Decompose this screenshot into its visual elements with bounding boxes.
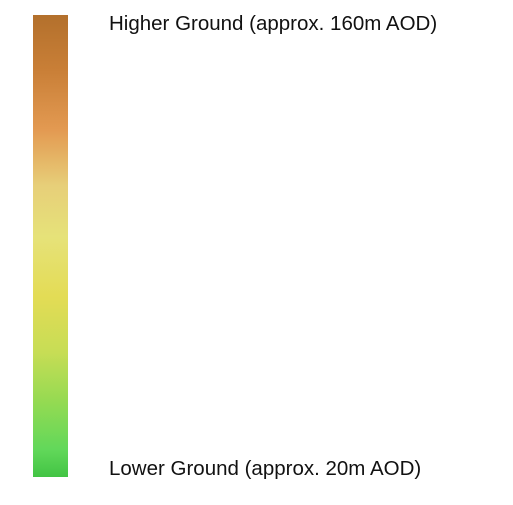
elevation-color-ramp	[33, 15, 68, 477]
lower-ground-label: Lower Ground (approx. 20m AOD)	[109, 457, 422, 480]
higher-ground-label: Higher Ground (approx. 160m AOD)	[109, 12, 438, 35]
